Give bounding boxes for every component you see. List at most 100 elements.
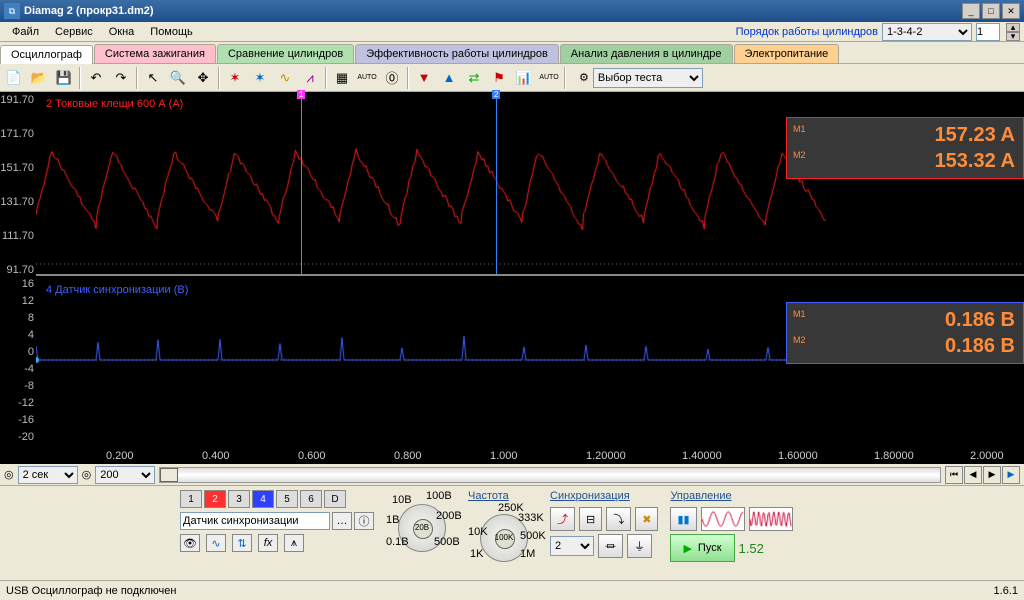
title-bar: ⧉ Diamag 2 (прокр31.dm2) _ □ ✕: [0, 0, 1024, 22]
mini-wave-1[interactable]: [701, 507, 745, 531]
menu-file[interactable]: Файл: [4, 24, 47, 40]
tool3-icon[interactable]: ∿: [273, 66, 297, 90]
slider-thumb[interactable]: [160, 468, 178, 482]
measurement-box-1: M1 157.23 A M2 153.32 A: [786, 117, 1024, 179]
tab-power[interactable]: Электропитание: [734, 44, 840, 63]
nav-play[interactable]: ▶: [1002, 466, 1020, 484]
freq-group: Частота 100K 1K 10K 250K 333K 500K 1M: [468, 490, 538, 572]
time-slider[interactable]: [159, 467, 941, 483]
tool4-icon[interactable]: ⩘: [298, 66, 322, 90]
sync-opt1[interactable]: ⏛: [598, 534, 623, 558]
volt-labels: 20B 0.1B 1B 10B 100B 200B 500B: [386, 490, 456, 550]
wave-icon[interactable]: ∿: [206, 534, 226, 552]
m1-label: M1: [793, 124, 806, 134]
ch2-button[interactable]: 2: [204, 490, 226, 508]
samples-select[interactable]: 200: [95, 466, 155, 484]
maximize-button[interactable]: □: [982, 3, 1000, 19]
pane-divider[interactable]: [36, 274, 1024, 276]
ch5-button[interactable]: 5: [276, 490, 298, 508]
browse-button[interactable]: …: [332, 512, 352, 530]
tool2-icon[interactable]: ✶: [248, 66, 272, 90]
cylinder-count-input[interactable]: [976, 23, 1000, 41]
redo-icon[interactable]: ↷: [109, 66, 133, 90]
menu-help[interactable]: Помощь: [142, 24, 201, 40]
target-icon[interactable]: ◎: [4, 468, 14, 481]
nav-prev[interactable]: ◀: [964, 466, 982, 484]
measure-icon[interactable]: 📊: [512, 66, 536, 90]
m2-value-2: 0.186 B: [795, 333, 1015, 359]
channel-name-input[interactable]: [180, 512, 330, 530]
cursor-2[interactable]: 2: [496, 92, 497, 274]
zero-icon[interactable]: ⓪: [380, 66, 404, 90]
test-select[interactable]: Выбор теста: [593, 68, 703, 88]
sync-channel-select[interactable]: 2: [550, 536, 594, 556]
sync-icon[interactable]: ⇅: [232, 534, 252, 552]
chD-button[interactable]: D: [324, 490, 346, 508]
pointer-icon[interactable]: ↖: [141, 66, 165, 90]
save-icon[interactable]: 💾: [52, 66, 76, 90]
plot-area[interactable]: 2 Токовые клещи 600 А (A) 4 Датчик синхр…: [36, 92, 1024, 464]
new-icon[interactable]: 📄: [2, 66, 26, 90]
x-axis: 0.2000.4000.6000.8001.0001.200001.400001…: [36, 446, 1024, 464]
trace2-label: 4 Датчик синхронизации (В): [46, 284, 188, 296]
ch6-button[interactable]: 6: [300, 490, 322, 508]
zoom-icon[interactable]: 🔍: [166, 66, 190, 90]
minimize-button[interactable]: _: [962, 3, 980, 19]
flag1-icon[interactable]: ▼: [412, 66, 436, 90]
flag2-icon[interactable]: ▲: [437, 66, 461, 90]
filter-icon[interactable]: ⩚: [284, 534, 304, 552]
tab-oscilloscope[interactable]: Осциллограф: [0, 45, 93, 64]
eye-icon[interactable]: 👁: [180, 534, 200, 552]
m2-label-2: M2: [793, 335, 806, 345]
ch1-button[interactable]: 1: [180, 490, 202, 508]
time-select[interactable]: 2 сек: [18, 466, 78, 484]
tab-efficiency[interactable]: Эффективность работы цилиндров: [355, 44, 559, 63]
toolbar: 📄 📂 💾 ↶ ↷ ↖ 🔍 ✥ ✶ ✶ ∿ ⩘ ▦ AUTO ⓪ ▼ ▲ ⇄ ⚑…: [0, 64, 1024, 92]
fx-icon[interactable]: fx: [258, 534, 278, 552]
nav-first[interactable]: ⏮: [945, 466, 963, 484]
channel-group: 1 2 3 4 5 6 D … ⓘ 👁 ∿ ⇅ fx ⩚: [180, 490, 374, 572]
grid-icon[interactable]: ▦: [330, 66, 354, 90]
tab-ignition[interactable]: Система зажигания: [94, 44, 216, 63]
sync-group: Синхронизация ⤴ ⊟ ⤵ ✖ 2 ⏛ ⏚: [550, 490, 658, 572]
tab-pressure[interactable]: Анализ давления в цилиндре: [560, 44, 733, 63]
open-icon[interactable]: 📂: [27, 66, 51, 90]
mini-wave-2[interactable]: [749, 507, 793, 531]
info-button[interactable]: ⓘ: [354, 512, 374, 530]
undo-icon[interactable]: ↶: [84, 66, 108, 90]
pan-icon[interactable]: ✥: [191, 66, 215, 90]
m1-value-2: 0.186 B: [795, 307, 1015, 333]
close-button[interactable]: ✕: [1002, 3, 1020, 19]
ch3-button[interactable]: 3: [228, 490, 250, 508]
flag4-icon[interactable]: ⚑: [487, 66, 511, 90]
volt-value: 20B: [399, 523, 445, 532]
sync-mode1[interactable]: ⤴: [550, 507, 575, 531]
sync-mode4[interactable]: ✖: [635, 507, 658, 531]
version-label: 1.6.1: [994, 585, 1018, 597]
m2-label: M2: [793, 150, 806, 160]
pause-button[interactable]: ▮▮: [670, 507, 696, 531]
sync-mode2[interactable]: ⊟: [579, 507, 602, 531]
gear-icon: ⚙: [579, 71, 589, 84]
cylinder-order-select[interactable]: 1-3-4-2: [882, 23, 972, 41]
flag3-icon[interactable]: ⇄: [462, 66, 486, 90]
nav-next[interactable]: ▶: [983, 466, 1001, 484]
tool1-icon[interactable]: ✶: [223, 66, 247, 90]
control-panel: 1 2 3 4 5 6 D … ⓘ 👁 ∿ ⇅ fx ⩚ 20B 0.1B 1B: [0, 486, 1024, 576]
cylinder-order-label: Порядок работы цилиндров: [736, 26, 878, 38]
tab-compare[interactable]: Сравнение цилиндров: [217, 44, 354, 63]
status-message: USB Осциллограф не подключен: [6, 585, 176, 597]
freq-labels: 100K 1K 10K 250K 333K 500K 1M: [468, 502, 538, 562]
play-icon: ▶: [683, 542, 691, 555]
menu-windows[interactable]: Окна: [101, 24, 143, 40]
cursor-1[interactable]: 1: [301, 92, 302, 274]
spin-down[interactable]: ▾: [1006, 32, 1020, 41]
auto-icon[interactable]: AUTO: [355, 66, 379, 90]
tool5-icon[interactable]: AUTO: [537, 66, 561, 90]
sync-opt2[interactable]: ⏚: [627, 534, 652, 558]
ch4-button[interactable]: 4: [252, 490, 274, 508]
sync-mode3[interactable]: ⤵: [606, 507, 631, 531]
menu-service[interactable]: Сервис: [47, 24, 101, 40]
run-button[interactable]: ▶ Пуск: [670, 534, 734, 562]
target2-icon[interactable]: ◎: [82, 468, 92, 481]
